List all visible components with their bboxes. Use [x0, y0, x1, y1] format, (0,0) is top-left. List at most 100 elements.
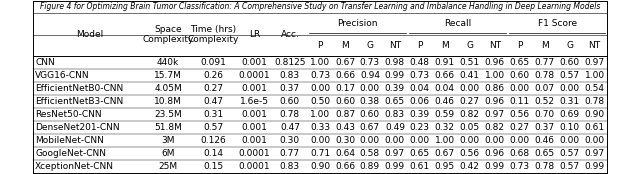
Text: 0.60: 0.60 — [360, 110, 380, 119]
Text: 10.8M: 10.8M — [154, 97, 182, 106]
Text: 0.0001: 0.0001 — [239, 71, 271, 80]
Text: 0.27: 0.27 — [203, 84, 223, 93]
Text: 0.83: 0.83 — [280, 71, 300, 80]
Text: 0.42: 0.42 — [460, 162, 480, 171]
Text: 1.00: 1.00 — [484, 71, 505, 80]
Text: 0.46: 0.46 — [534, 136, 555, 145]
Text: 0.00: 0.00 — [509, 136, 530, 145]
Text: GoogleNet-CNN: GoogleNet-CNN — [35, 149, 106, 158]
Text: 0.66: 0.66 — [335, 71, 355, 80]
Text: 1.00: 1.00 — [310, 58, 330, 67]
Text: 0.90: 0.90 — [310, 162, 330, 171]
Text: CNN: CNN — [35, 58, 55, 67]
Text: 0.31: 0.31 — [203, 110, 223, 119]
Text: 0.90: 0.90 — [584, 110, 605, 119]
Text: 0.00: 0.00 — [360, 84, 380, 93]
Text: 0.65: 0.65 — [509, 58, 530, 67]
Text: 0.126: 0.126 — [200, 136, 226, 145]
Text: 0.97: 0.97 — [584, 58, 605, 67]
Text: 0.97: 0.97 — [385, 149, 405, 158]
Text: 0.52: 0.52 — [534, 97, 555, 106]
Text: 0.66: 0.66 — [435, 71, 455, 80]
Text: 0.87: 0.87 — [335, 110, 355, 119]
Text: EfficientNetB3-CNN: EfficientNetB3-CNN — [35, 97, 124, 106]
Text: 0.59: 0.59 — [435, 110, 455, 119]
Text: 0.67: 0.67 — [360, 123, 380, 132]
Text: 0.60: 0.60 — [335, 97, 355, 106]
Text: 0.15: 0.15 — [203, 162, 223, 171]
Text: 0.99: 0.99 — [484, 162, 505, 171]
Text: 0.39: 0.39 — [410, 110, 430, 119]
Text: 0.00: 0.00 — [559, 136, 580, 145]
Text: 0.00: 0.00 — [385, 136, 405, 145]
Text: 0.99: 0.99 — [385, 162, 405, 171]
Text: 0.99: 0.99 — [584, 162, 605, 171]
Text: 440k: 440k — [157, 58, 179, 67]
Text: 0.001: 0.001 — [242, 84, 268, 93]
Text: M: M — [441, 41, 449, 50]
Text: 0.38: 0.38 — [360, 97, 380, 106]
Text: 0.78: 0.78 — [534, 71, 555, 80]
Text: 1.00: 1.00 — [310, 110, 330, 119]
Text: NT: NT — [589, 41, 601, 50]
Text: 0.49: 0.49 — [385, 123, 405, 132]
Text: 0.33: 0.33 — [310, 123, 330, 132]
Text: 0.66: 0.66 — [335, 162, 355, 171]
Text: Precision: Precision — [337, 19, 378, 29]
Text: 0.8125: 0.8125 — [274, 58, 306, 67]
Text: M: M — [341, 41, 349, 50]
Text: 0.96: 0.96 — [484, 149, 505, 158]
Text: LR: LR — [249, 30, 260, 39]
Text: 0.23: 0.23 — [410, 123, 430, 132]
Text: P: P — [317, 41, 323, 50]
Text: 0.78: 0.78 — [534, 162, 555, 171]
Text: NT: NT — [389, 41, 401, 50]
Text: 0.61: 0.61 — [410, 162, 430, 171]
Text: 0.47: 0.47 — [280, 123, 300, 132]
Text: Model: Model — [76, 30, 104, 39]
Text: 0.73: 0.73 — [310, 71, 330, 80]
Text: 0.41: 0.41 — [460, 71, 480, 80]
Text: NT: NT — [489, 41, 501, 50]
Text: 0.31: 0.31 — [559, 97, 580, 106]
Text: 1.00: 1.00 — [435, 136, 455, 145]
Text: P: P — [417, 41, 422, 50]
Text: 0.04: 0.04 — [435, 84, 455, 93]
Text: 6M: 6M — [161, 149, 175, 158]
Text: P: P — [517, 41, 522, 50]
Text: 0.57: 0.57 — [559, 71, 580, 80]
Text: 0.65: 0.65 — [534, 149, 555, 158]
Text: 0.71: 0.71 — [310, 149, 330, 158]
Text: Acc.: Acc. — [280, 30, 300, 39]
Text: 0.001: 0.001 — [242, 58, 268, 67]
Text: 0.56: 0.56 — [509, 110, 530, 119]
Text: 0.70: 0.70 — [534, 110, 555, 119]
Text: 0.00: 0.00 — [484, 136, 505, 145]
Text: 0.00: 0.00 — [460, 84, 480, 93]
Text: 0.30: 0.30 — [280, 136, 300, 145]
Text: 0.39: 0.39 — [385, 84, 405, 93]
Text: ResNet50-CNN: ResNet50-CNN — [35, 110, 102, 119]
Text: 0.32: 0.32 — [435, 123, 455, 132]
Text: 0.86: 0.86 — [484, 84, 505, 93]
Text: 0.68: 0.68 — [509, 149, 530, 158]
Text: 0.00: 0.00 — [310, 84, 330, 93]
Text: 0.43: 0.43 — [335, 123, 355, 132]
Text: 0.60: 0.60 — [509, 71, 530, 80]
Text: 0.0001: 0.0001 — [239, 162, 271, 171]
Text: Time (hrs)
Complexity: Time (hrs) Complexity — [188, 25, 239, 44]
Text: 0.99: 0.99 — [385, 71, 405, 80]
Text: 0.98: 0.98 — [385, 58, 405, 67]
Text: 0.97: 0.97 — [584, 149, 605, 158]
Text: 0.78: 0.78 — [584, 97, 605, 106]
Text: 0.48: 0.48 — [410, 58, 430, 67]
Text: 0.77: 0.77 — [534, 58, 555, 67]
Text: 0.51: 0.51 — [460, 58, 480, 67]
Text: 0.91: 0.91 — [435, 58, 455, 67]
Text: 0.89: 0.89 — [360, 162, 380, 171]
Text: 0.57: 0.57 — [559, 149, 580, 158]
Text: 0.82: 0.82 — [484, 123, 505, 132]
Text: 0.57: 0.57 — [203, 123, 223, 132]
Text: 0.04: 0.04 — [410, 84, 430, 93]
Text: 0.00: 0.00 — [410, 136, 430, 145]
